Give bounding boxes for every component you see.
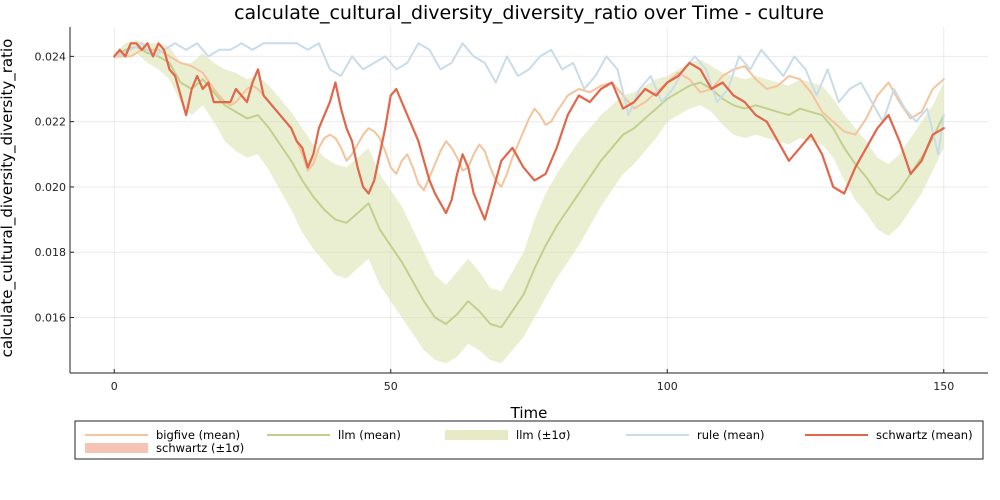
legend-llm-label: llm (±1σ) <box>516 428 570 442</box>
series-lines <box>113 42 945 329</box>
band-llm <box>114 40 944 364</box>
axes <box>69 27 988 374</box>
legend-llm-mean-label: llm (mean) <box>338 428 401 442</box>
series-line-llm <box>113 45 945 329</box>
x-tick-label: 50 <box>384 380 398 393</box>
y-tick-label: 0.020 <box>35 181 67 194</box>
tick-labels: 0 50 100 150 0.016 0.018 0.020 0.022 0.024 <box>35 50 955 393</box>
legend-llm-swatch <box>445 430 508 440</box>
x-axis-title: Time <box>510 404 548 422</box>
legend-bigfive-mean-label: bigfive (mean) <box>156 428 240 442</box>
chart-title: calculate_cultural_diversity_diversity_r… <box>234 2 824 24</box>
x-tick-label: 150 <box>933 380 954 393</box>
confidence-bands <box>114 40 944 364</box>
legend-schwartz-label: schwartz (±1σ) <box>156 441 244 455</box>
x-tick-label: 0 <box>111 380 118 393</box>
y-tick-label: 0.022 <box>35 116 67 129</box>
y-tick-label: 0.016 <box>35 312 67 325</box>
legend: bigfive (mean) llm (mean) llm (±1σ) rule (m… <box>74 420 984 460</box>
legend-box <box>74 420 984 460</box>
legend-schwartz-swatch <box>85 443 148 453</box>
legend-rule-mean-label: rule (mean) <box>697 428 765 442</box>
y-axis-title: calculate_cultural_diversity_diversity_r… <box>0 39 17 358</box>
y-tick-label: 0.018 <box>35 246 67 259</box>
legend-schwartz-mean-label: schwartz (mean) <box>876 428 973 442</box>
x-tick-label: 100 <box>657 380 678 393</box>
series-line-schwartz <box>113 42 945 221</box>
y-tick-label: 0.024 <box>35 50 67 63</box>
series-line-rule <box>113 42 945 156</box>
